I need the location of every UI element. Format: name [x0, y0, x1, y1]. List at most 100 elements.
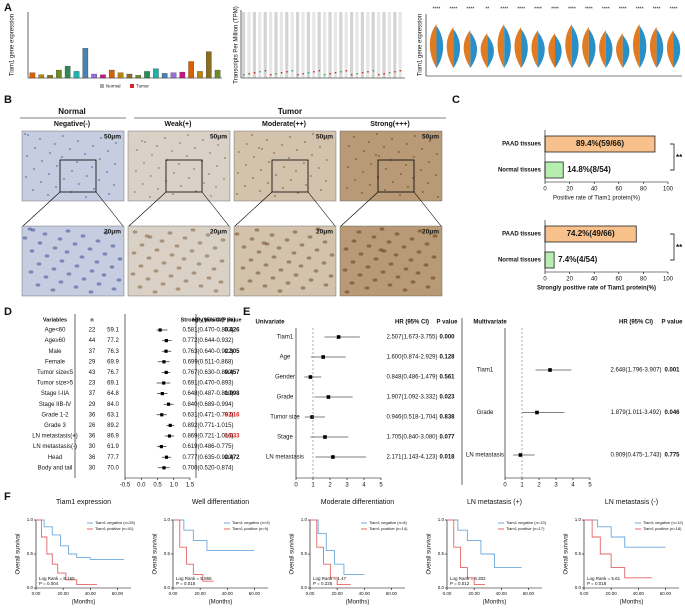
nucleus [403, 267, 409, 271]
nucleus [393, 253, 399, 257]
nucleus [384, 168, 388, 170]
nucleus [245, 143, 249, 145]
nucleus [107, 193, 111, 195]
nucleus [153, 269, 159, 273]
plot-title: LN metastasis (-) [605, 499, 658, 506]
nucleus [311, 133, 315, 135]
x-tick-label: 0.00 [443, 591, 452, 596]
x-tick-label: 4 [571, 483, 575, 489]
hr: 2.648(1.796-3.907) [610, 368, 661, 374]
nucleus [156, 188, 160, 190]
point [164, 455, 169, 459]
nucleus [289, 179, 293, 181]
x-tick-label: 0.0 [137, 483, 146, 489]
column-header: HR (95% CI) [192, 317, 223, 323]
nucleus [70, 170, 74, 172]
survival-curve [173, 519, 214, 582]
y-axis-label: Overall survival [290, 533, 296, 574]
box [197, 71, 203, 79]
x-tick-label: 100 [663, 187, 674, 193]
point [164, 370, 168, 374]
x-tick-label: 5 [588, 483, 592, 489]
tpm-stripe [355, 12, 359, 78]
nucleus [152, 290, 158, 294]
violin-right [538, 32, 545, 68]
nucleus [87, 247, 93, 251]
nucleus [285, 281, 291, 285]
nucleus [213, 289, 219, 293]
nucleus [412, 156, 416, 158]
hr: 1.705(0.840-3.080) [386, 435, 437, 441]
violin-right [673, 32, 681, 68]
annotation: Log Rank = 1.47 [313, 576, 347, 581]
nucleus [406, 186, 410, 188]
nucleus [388, 262, 394, 266]
point [162, 381, 166, 385]
legend-label: Normal [106, 84, 121, 89]
nucleus [269, 233, 275, 237]
nucleus [183, 279, 189, 283]
variable: Head [48, 455, 62, 461]
ihc-image [233, 130, 337, 202]
n: 36 [89, 455, 96, 461]
nucleus [278, 268, 284, 272]
nucleus [197, 241, 203, 245]
nucleus [271, 255, 277, 259]
nucleus [218, 280, 224, 284]
zoom-line [413, 191, 442, 227]
nucleus [256, 250, 262, 254]
variable: LN metastasis [266, 455, 304, 461]
nucleus [394, 232, 400, 236]
nucleus [43, 275, 49, 279]
variable: Grade 3 [44, 423, 66, 429]
nucleus [47, 173, 51, 175]
x-tick-label: 0 [543, 277, 547, 283]
zoom-line [128, 191, 167, 227]
nucleus [90, 166, 94, 168]
point [162, 360, 166, 364]
nucleus [194, 190, 198, 192]
variable: Tiam1 [277, 335, 294, 341]
violin-right [571, 26, 579, 68]
y-tick-label: 1.0 [438, 517, 445, 522]
nucleus [189, 249, 195, 253]
tpm-dot [302, 73, 304, 75]
nucleus [262, 284, 268, 288]
nucleus [325, 159, 329, 161]
hr: 0.946(0.518-1.704) [386, 415, 437, 421]
nucleus [294, 170, 298, 172]
nucleus [51, 267, 57, 271]
nucleus [377, 155, 381, 157]
significance: **** [450, 6, 458, 12]
p-value: 0.016 [224, 412, 240, 418]
survival-curve [36, 519, 98, 586]
x-tick-label: 1 [520, 483, 524, 489]
nucleus [170, 150, 174, 152]
nucleus [31, 189, 35, 191]
nucleus [421, 191, 425, 193]
box [161, 73, 168, 79]
pct: 89.2 [107, 423, 119, 429]
tpm-stripe [398, 12, 402, 78]
p-value: 0.775 [664, 453, 680, 459]
nucleus [89, 269, 95, 273]
scale-label: 20μm [316, 229, 333, 236]
nucleus [315, 227, 321, 231]
nucleus [239, 287, 245, 291]
nucleus [300, 286, 306, 290]
tpm-stripe [323, 12, 327, 78]
nucleus [304, 184, 308, 186]
significance: **** [670, 6, 678, 12]
nucleus [347, 145, 351, 147]
nucleus [346, 166, 350, 168]
n: 36 [89, 434, 96, 440]
nucleus [185, 155, 189, 157]
p-value: 0.426 [224, 328, 240, 334]
n: 23 [89, 381, 96, 387]
box [108, 69, 115, 79]
x-tick-label: 40 [591, 277, 598, 283]
nucleus [135, 149, 139, 151]
tpm-stripe [328, 12, 332, 78]
tpm-stripe [263, 12, 267, 78]
nucleus [417, 229, 423, 233]
